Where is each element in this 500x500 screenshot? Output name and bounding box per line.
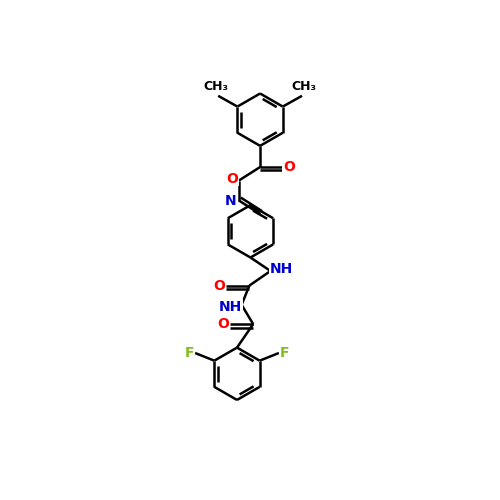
Text: NH: NH <box>219 300 242 314</box>
Text: O: O <box>226 172 238 185</box>
Text: O: O <box>214 278 226 292</box>
Text: CH₃: CH₃ <box>292 80 316 92</box>
Text: N: N <box>224 194 236 207</box>
Text: F: F <box>280 346 289 360</box>
Text: NH: NH <box>270 262 293 276</box>
Text: F: F <box>184 346 194 360</box>
Text: CH₃: CH₃ <box>204 80 229 92</box>
Text: O: O <box>283 160 295 174</box>
Text: O: O <box>218 317 230 331</box>
